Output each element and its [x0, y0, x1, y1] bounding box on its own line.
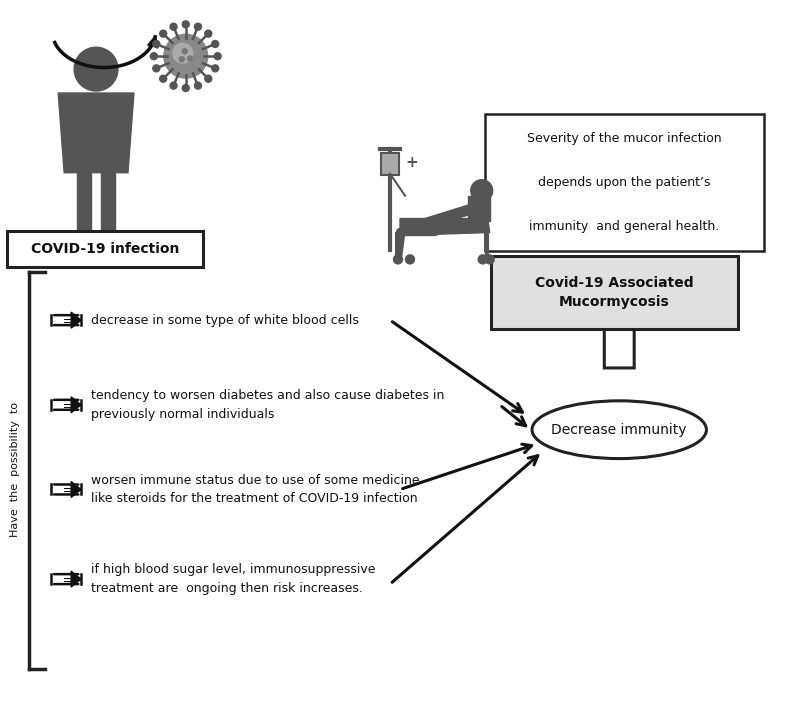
- Circle shape: [170, 23, 177, 30]
- FancyBboxPatch shape: [395, 232, 401, 257]
- Circle shape: [164, 34, 208, 78]
- Circle shape: [153, 65, 160, 72]
- FancyArrow shape: [594, 283, 645, 368]
- FancyBboxPatch shape: [7, 232, 202, 267]
- Polygon shape: [101, 173, 115, 252]
- Circle shape: [205, 30, 212, 37]
- Circle shape: [212, 65, 218, 72]
- Text: $\Rightarrow$: $\Rightarrow$: [59, 396, 79, 414]
- Polygon shape: [400, 218, 490, 235]
- Circle shape: [406, 255, 414, 264]
- Circle shape: [205, 75, 212, 82]
- Text: Covid-19 Associated
Mucormycosis: Covid-19 Associated Mucormycosis: [535, 276, 694, 309]
- Polygon shape: [71, 571, 81, 587]
- Circle shape: [212, 41, 218, 48]
- Text: +: +: [406, 155, 418, 170]
- Circle shape: [214, 53, 221, 60]
- Circle shape: [194, 23, 202, 30]
- Text: COVID-19 infection: COVID-19 infection: [31, 242, 179, 257]
- Circle shape: [173, 43, 193, 63]
- Circle shape: [179, 57, 184, 62]
- Circle shape: [194, 82, 202, 89]
- Text: tendency to worsen diabetes and also cause diabetes in
previously normal individ: tendency to worsen diabetes and also cau…: [91, 389, 445, 421]
- Polygon shape: [77, 173, 91, 252]
- Circle shape: [160, 30, 166, 37]
- Polygon shape: [425, 205, 476, 227]
- Circle shape: [150, 53, 158, 60]
- Text: $\Rightarrow$: $\Rightarrow$: [59, 481, 79, 498]
- Text: Severity of the mucor infection

depends upon the patient’s

immunity  and gener: Severity of the mucor infection depends …: [527, 132, 722, 233]
- Ellipse shape: [532, 401, 706, 459]
- Circle shape: [182, 85, 190, 92]
- Text: worsen immune status due to use of some medicine
like steroids for the treatment: worsen immune status due to use of some …: [91, 474, 420, 506]
- FancyBboxPatch shape: [381, 153, 399, 175]
- Text: $\Rightarrow$: $\Rightarrow$: [59, 570, 79, 588]
- Text: if high blood sugar level, immunosuppressive
treatment are  ongoing then risk in: if high blood sugar level, immunosuppres…: [91, 563, 375, 595]
- Text: decrease in some type of white blood cells: decrease in some type of white blood cel…: [91, 314, 359, 326]
- Circle shape: [486, 255, 494, 264]
- Circle shape: [160, 75, 166, 82]
- FancyBboxPatch shape: [490, 257, 738, 329]
- Circle shape: [478, 255, 487, 264]
- Text: $\Rightarrow$: $\Rightarrow$: [59, 311, 79, 329]
- Circle shape: [170, 82, 177, 89]
- Polygon shape: [71, 397, 81, 413]
- Polygon shape: [468, 196, 490, 220]
- Circle shape: [188, 56, 193, 61]
- Circle shape: [182, 49, 187, 54]
- Text: Have  the  possibility  to: Have the possibility to: [10, 402, 20, 537]
- FancyBboxPatch shape: [485, 114, 764, 252]
- Polygon shape: [71, 481, 81, 498]
- Text: Decrease immunity: Decrease immunity: [551, 423, 687, 437]
- Polygon shape: [71, 312, 81, 328]
- Polygon shape: [58, 93, 134, 173]
- Circle shape: [153, 41, 160, 48]
- Circle shape: [394, 255, 402, 264]
- Circle shape: [74, 47, 118, 91]
- Circle shape: [182, 21, 190, 28]
- Circle shape: [470, 180, 493, 202]
- Circle shape: [402, 153, 422, 173]
